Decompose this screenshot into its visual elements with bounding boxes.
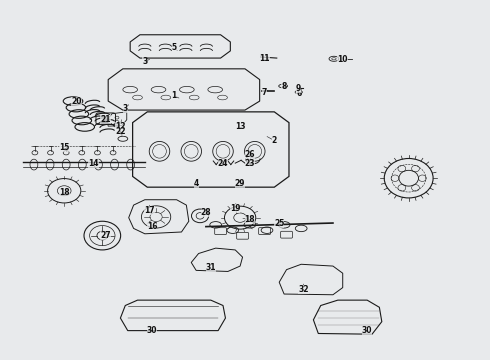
- Text: 11: 11: [259, 54, 270, 63]
- Text: 12: 12: [115, 122, 125, 131]
- Text: 7: 7: [262, 87, 267, 96]
- Text: 24: 24: [218, 159, 228, 168]
- Text: 6: 6: [296, 89, 301, 98]
- Text: 3: 3: [142, 57, 147, 66]
- Text: 4: 4: [194, 179, 199, 188]
- Text: 17: 17: [145, 206, 155, 215]
- Text: 31: 31: [205, 264, 216, 273]
- Text: 18: 18: [59, 188, 70, 197]
- Text: 5: 5: [172, 43, 177, 52]
- Text: 22: 22: [115, 127, 125, 136]
- Text: 10: 10: [338, 55, 348, 64]
- Text: 13: 13: [235, 122, 245, 131]
- Text: 30: 30: [147, 326, 157, 335]
- Text: 8: 8: [281, 82, 287, 91]
- Text: 2: 2: [271, 136, 277, 145]
- Text: 9: 9: [296, 84, 301, 93]
- Text: 29: 29: [235, 179, 245, 188]
- Text: 28: 28: [200, 208, 211, 217]
- Text: 3: 3: [122, 104, 128, 113]
- Text: 20: 20: [71, 96, 82, 105]
- Text: 18: 18: [245, 215, 255, 224]
- Text: 19: 19: [230, 204, 241, 213]
- Text: 21: 21: [100, 115, 111, 124]
- Text: 15: 15: [59, 143, 70, 152]
- Text: 25: 25: [274, 219, 284, 228]
- Text: 16: 16: [147, 222, 157, 231]
- Text: 30: 30: [362, 326, 372, 335]
- Text: 32: 32: [298, 285, 309, 294]
- Text: 14: 14: [88, 159, 99, 168]
- Text: 1: 1: [172, 91, 177, 100]
- Text: 27: 27: [100, 231, 111, 240]
- Text: 23: 23: [245, 159, 255, 168]
- Text: 26: 26: [245, 150, 255, 159]
